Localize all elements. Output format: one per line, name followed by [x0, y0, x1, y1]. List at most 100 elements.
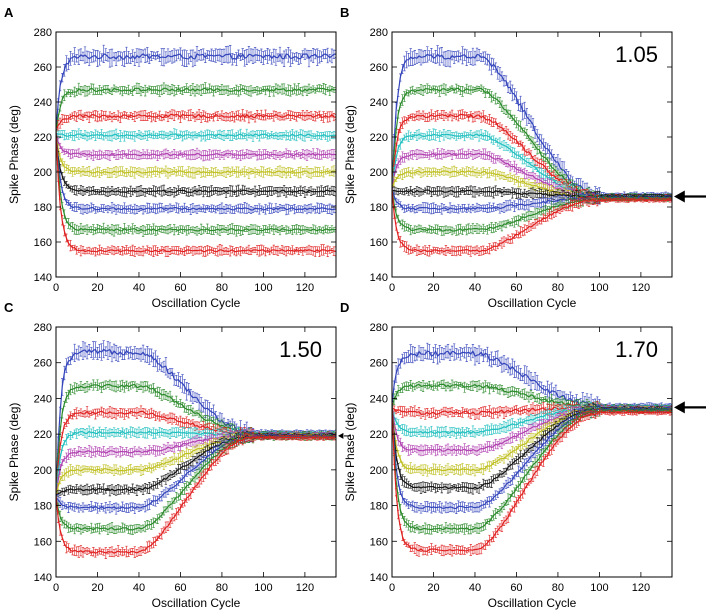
- panel-a: A 0 20 40 60 80 100 120 140 160 180 200 220 240 260 280…: [4, 5, 337, 310]
- series-7: [56, 430, 336, 515]
- x-tick-label: 0: [389, 582, 395, 594]
- series-line: [56, 435, 336, 510]
- series-7: [56, 129, 336, 216]
- series-line: [392, 189, 672, 232]
- x-tick-label: 40: [469, 282, 481, 294]
- y-axis-label: Spike Phase (deg): [7, 403, 21, 502]
- series-group: [392, 45, 672, 257]
- x-tick-label: 80: [216, 582, 228, 594]
- y-tick-label: 260: [370, 358, 388, 370]
- y-axis-label: Spike Phase (deg): [7, 105, 21, 204]
- x-tick-label: 80: [552, 282, 564, 294]
- y-tick-label: 200: [370, 167, 388, 179]
- y-tick-label: 260: [34, 62, 52, 74]
- x-tick-label: 120: [632, 582, 650, 594]
- series-9: [56, 127, 336, 258]
- x-tick-label: 100: [590, 582, 608, 594]
- y-tick-label: 180: [370, 202, 388, 214]
- series-line: [56, 52, 336, 133]
- x-tick-label: 40: [469, 582, 481, 594]
- series-group: [56, 340, 336, 559]
- y-tick-label: 180: [370, 501, 388, 513]
- series-line: [56, 113, 336, 133]
- series-group: [56, 44, 336, 258]
- y-tick-label: 280: [370, 27, 388, 39]
- series-0: [392, 45, 672, 204]
- series-line: [56, 87, 336, 133]
- y-tick-label: 240: [34, 97, 52, 109]
- x-tick-label: 120: [296, 282, 314, 294]
- annotation-label: 1.70: [615, 337, 658, 362]
- series-line: [56, 133, 336, 174]
- series-line: [56, 433, 336, 497]
- y-tick-label: 140: [370, 272, 388, 284]
- series-errorbars: [56, 430, 336, 515]
- x-tick-label: 20: [427, 282, 439, 294]
- series-line: [56, 132, 336, 157]
- series-line: [56, 132, 336, 232]
- y-tick-label: 260: [370, 62, 388, 74]
- y-tick-label: 180: [34, 202, 52, 214]
- panel-letter: D: [340, 300, 349, 315]
- series-group: [392, 342, 672, 557]
- panel-letter: C: [4, 300, 14, 315]
- y-tick-label: 160: [370, 237, 388, 249]
- y-tick-label: 220: [370, 132, 388, 144]
- series-line: [392, 406, 672, 490]
- arrow-head: [674, 401, 685, 414]
- y-tick-label: 220: [34, 429, 52, 441]
- panel-letter: A: [4, 5, 14, 20]
- y-tick-label: 240: [370, 97, 388, 109]
- series-errorbars: [56, 129, 336, 237]
- series-line: [56, 436, 336, 554]
- panel-c: C 0 20 40 60 80 100 120 140 160 180 200 220 240 260 280…: [4, 300, 350, 610]
- series-line: [392, 189, 672, 253]
- x-tick-label: 20: [91, 282, 103, 294]
- series-line: [56, 132, 336, 253]
- y-tick-label: 140: [34, 572, 52, 584]
- series-line: [392, 407, 672, 553]
- series-errorbars: [392, 404, 672, 514]
- x-tick-label: 20: [91, 582, 103, 594]
- x-tick-label: 60: [174, 282, 186, 294]
- y-axis-label: Spike Phase (deg): [343, 105, 357, 204]
- series-errorbars: [392, 45, 672, 204]
- series-1: [56, 82, 336, 136]
- series-line: [392, 87, 672, 198]
- series-6: [56, 128, 336, 199]
- x-tick-label: 100: [590, 282, 608, 294]
- series-line: [56, 132, 336, 211]
- y-tick-label: 140: [34, 272, 52, 284]
- x-tick-label: 40: [133, 582, 145, 594]
- arrow-head: [338, 432, 344, 439]
- y-tick-label: 260: [34, 358, 52, 370]
- series-0: [56, 44, 336, 138]
- axes-frame: [391, 326, 673, 578]
- series-9: [392, 402, 672, 557]
- series-7: [392, 404, 672, 514]
- y-tick-label: 220: [370, 429, 388, 441]
- series-line: [56, 133, 336, 194]
- x-tick-label: 40: [133, 282, 145, 294]
- axes-frame: [55, 326, 337, 578]
- x-tick-label: 60: [174, 582, 186, 594]
- y-tick-label: 220: [34, 132, 52, 144]
- axes-frame: [391, 31, 673, 278]
- series-1: [392, 83, 672, 202]
- x-tick-label: 80: [216, 282, 228, 294]
- series-line: [56, 132, 336, 138]
- y-tick-label: 200: [34, 167, 52, 179]
- y-tick-label: 240: [34, 393, 52, 405]
- series-2: [56, 108, 336, 137]
- y-tick-label: 200: [34, 465, 52, 477]
- y-tick-label: 180: [34, 501, 52, 513]
- series-5: [56, 130, 336, 179]
- x-tick-label: 20: [427, 582, 439, 594]
- y-tick-label: 200: [370, 465, 388, 477]
- y-tick-label: 240: [370, 393, 388, 405]
- y-tick-label: 160: [34, 237, 52, 249]
- x-tick-label: 100: [254, 282, 272, 294]
- series-3: [56, 128, 336, 142]
- x-tick-label: 120: [632, 282, 650, 294]
